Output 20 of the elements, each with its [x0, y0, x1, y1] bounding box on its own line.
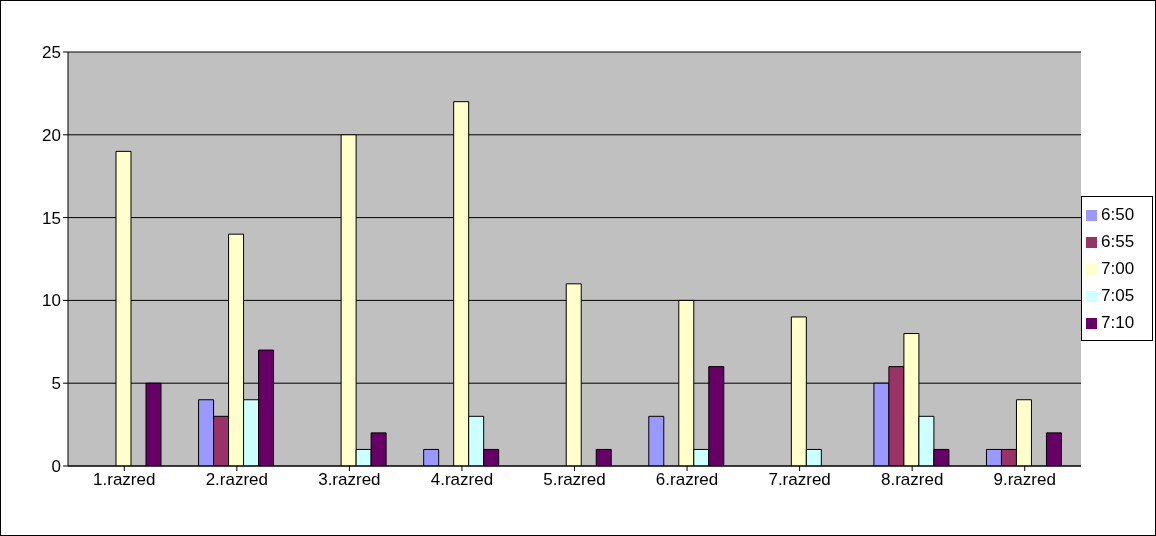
- y-tick-label: 10: [42, 291, 61, 311]
- x-tick-label: 4.razred: [430, 470, 494, 490]
- x-tick-label: 5.razred: [543, 470, 606, 490]
- x-tick-label: 7.razred: [768, 470, 831, 490]
- y-tick-label: 5: [51, 374, 61, 394]
- y-tick-label: 15: [42, 208, 61, 228]
- legend-label: 6:50: [1101, 204, 1135, 224]
- legend-label: 7:10: [1101, 312, 1135, 332]
- x-tick-label: 3.razred: [318, 470, 381, 490]
- legend-label: 7:05: [1101, 285, 1135, 305]
- y-tick-label: 25: [42, 43, 61, 63]
- x-tick-label: 2.razred: [205, 470, 269, 490]
- legend-label: 7:00: [1101, 258, 1135, 278]
- y-tick-label: 0: [51, 457, 61, 477]
- x-tick-label: 9.razred: [993, 470, 1056, 490]
- x-tick-label: 6.razred: [655, 470, 719, 490]
- x-tick-label: 8.razred: [880, 470, 944, 490]
- x-tick-label: 1.razred: [93, 470, 156, 490]
- legend-label: 6:55: [1101, 231, 1135, 251]
- y-tick-label: 20: [42, 125, 61, 145]
